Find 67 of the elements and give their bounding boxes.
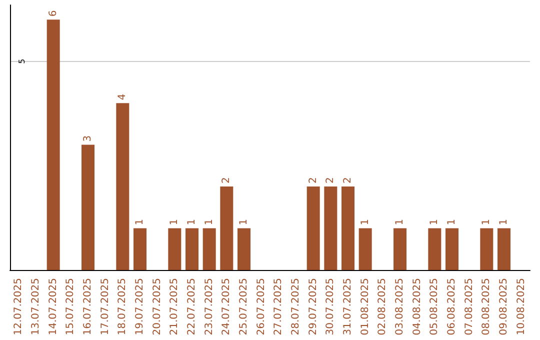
bar: [394, 228, 406, 270]
data-label: 2: [342, 177, 354, 184]
x-tick-label: 13.07.2025: [30, 278, 42, 336]
bar: [358, 228, 372, 270]
x-tick-label: 03.08.2025: [394, 278, 406, 336]
data-label: 1: [394, 218, 406, 226]
data-label: 6: [48, 10, 59, 17]
x-tick-label: 26.07.2025: [256, 278, 267, 336]
bar: [202, 228, 216, 270]
x-tick-label: 18.07.2025: [117, 278, 128, 336]
data-label: 2: [308, 177, 319, 184]
x-tick-label: 08.08.2025: [481, 278, 492, 336]
data-label: 1: [186, 218, 198, 226]
bar: [342, 186, 354, 270]
data-label: 1: [238, 218, 250, 226]
bar: [82, 144, 94, 270]
x-tick-label: 30.07.2025: [325, 278, 336, 336]
x-tick-label: 22.07.2025: [186, 278, 198, 336]
x-tick-label: 27.07.2025: [273, 278, 284, 336]
bar: [498, 228, 510, 270]
bar: [306, 186, 320, 270]
x-tick-label: 09.08.2025: [498, 278, 510, 336]
bar: [168, 228, 182, 270]
data-label: 3: [82, 135, 94, 142]
bar: [186, 228, 198, 270]
data-label: 4: [117, 94, 128, 100]
data-label: 1: [169, 218, 180, 226]
x-tick-label: 25.07.2025: [238, 278, 250, 336]
bar: [238, 228, 250, 270]
x-tick-label: 17.07.2025: [100, 278, 111, 336]
data-label: 1: [498, 218, 510, 226]
bar: [428, 228, 442, 270]
bar: [134, 228, 146, 270]
x-tick-label: 10.08.2025: [516, 278, 527, 336]
x-tick-label: 05.08.2025: [429, 278, 440, 336]
y-tick-label: 5: [18, 58, 26, 64]
data-label: 1: [204, 218, 215, 226]
x-tick-label: 24.07.2025: [221, 278, 232, 336]
bar: [46, 20, 60, 270]
x-tick-label: 06.08.2025: [446, 278, 458, 336]
x-tick-label: 02.08.2025: [377, 278, 388, 336]
x-tick-label: 16.07.2025: [82, 278, 94, 336]
bar: [480, 228, 494, 270]
x-tick-label: 21.07.2025: [169, 278, 180, 336]
x-tick-label: 23.07.2025: [204, 278, 215, 336]
x-tick-label: 20.07.2025: [152, 278, 163, 336]
bar: [116, 103, 130, 270]
x-tick-label: 07.08.2025: [464, 278, 475, 336]
data-label: 1: [134, 218, 146, 226]
bar: [220, 186, 234, 270]
x-tick-label: 28.07.2025: [290, 278, 302, 336]
x-tick-label: 01.08.2025: [360, 278, 371, 336]
x-tick-label: 14.07.2025: [48, 278, 59, 336]
data-label: 1: [360, 218, 371, 226]
bar: [324, 186, 338, 270]
x-tick-label: 15.07.2025: [65, 278, 76, 336]
bar: [446, 228, 458, 270]
data-label: 1: [481, 218, 492, 226]
x-tick-label: 19.07.2025: [134, 278, 146, 336]
data-label: 2: [325, 177, 336, 184]
data-label: 1: [446, 218, 458, 226]
data-label: 1: [429, 218, 440, 226]
x-tick-label: 04.08.2025: [412, 278, 423, 336]
x-tick-label: 31.07.2025: [342, 278, 354, 336]
x-tick-label: 12.07.2025: [13, 278, 24, 336]
x-tick-label: 29.07.2025: [308, 278, 319, 336]
data-label: 2: [221, 177, 232, 184]
